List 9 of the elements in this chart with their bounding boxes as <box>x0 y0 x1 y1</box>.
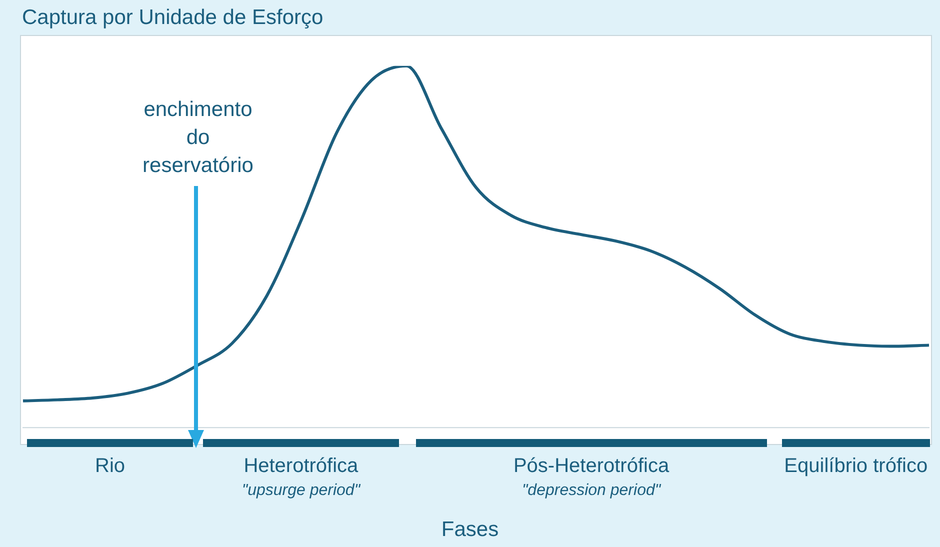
x-axis-title: Fases <box>440 518 500 542</box>
text: "depression period" <box>522 482 661 500</box>
text: Rio <box>95 455 126 478</box>
text: Equilíbrio trófico <box>784 455 928 478</box>
text: Heterotrófica <box>244 455 358 478</box>
annotation: enchimento do reservatório <box>142 97 254 179</box>
y-axis-title: Captura por Unidade de Esforço <box>22 6 324 30</box>
text: Pós-Heterotrófica <box>513 455 670 478</box>
text: "upsurge period" <box>242 482 360 500</box>
